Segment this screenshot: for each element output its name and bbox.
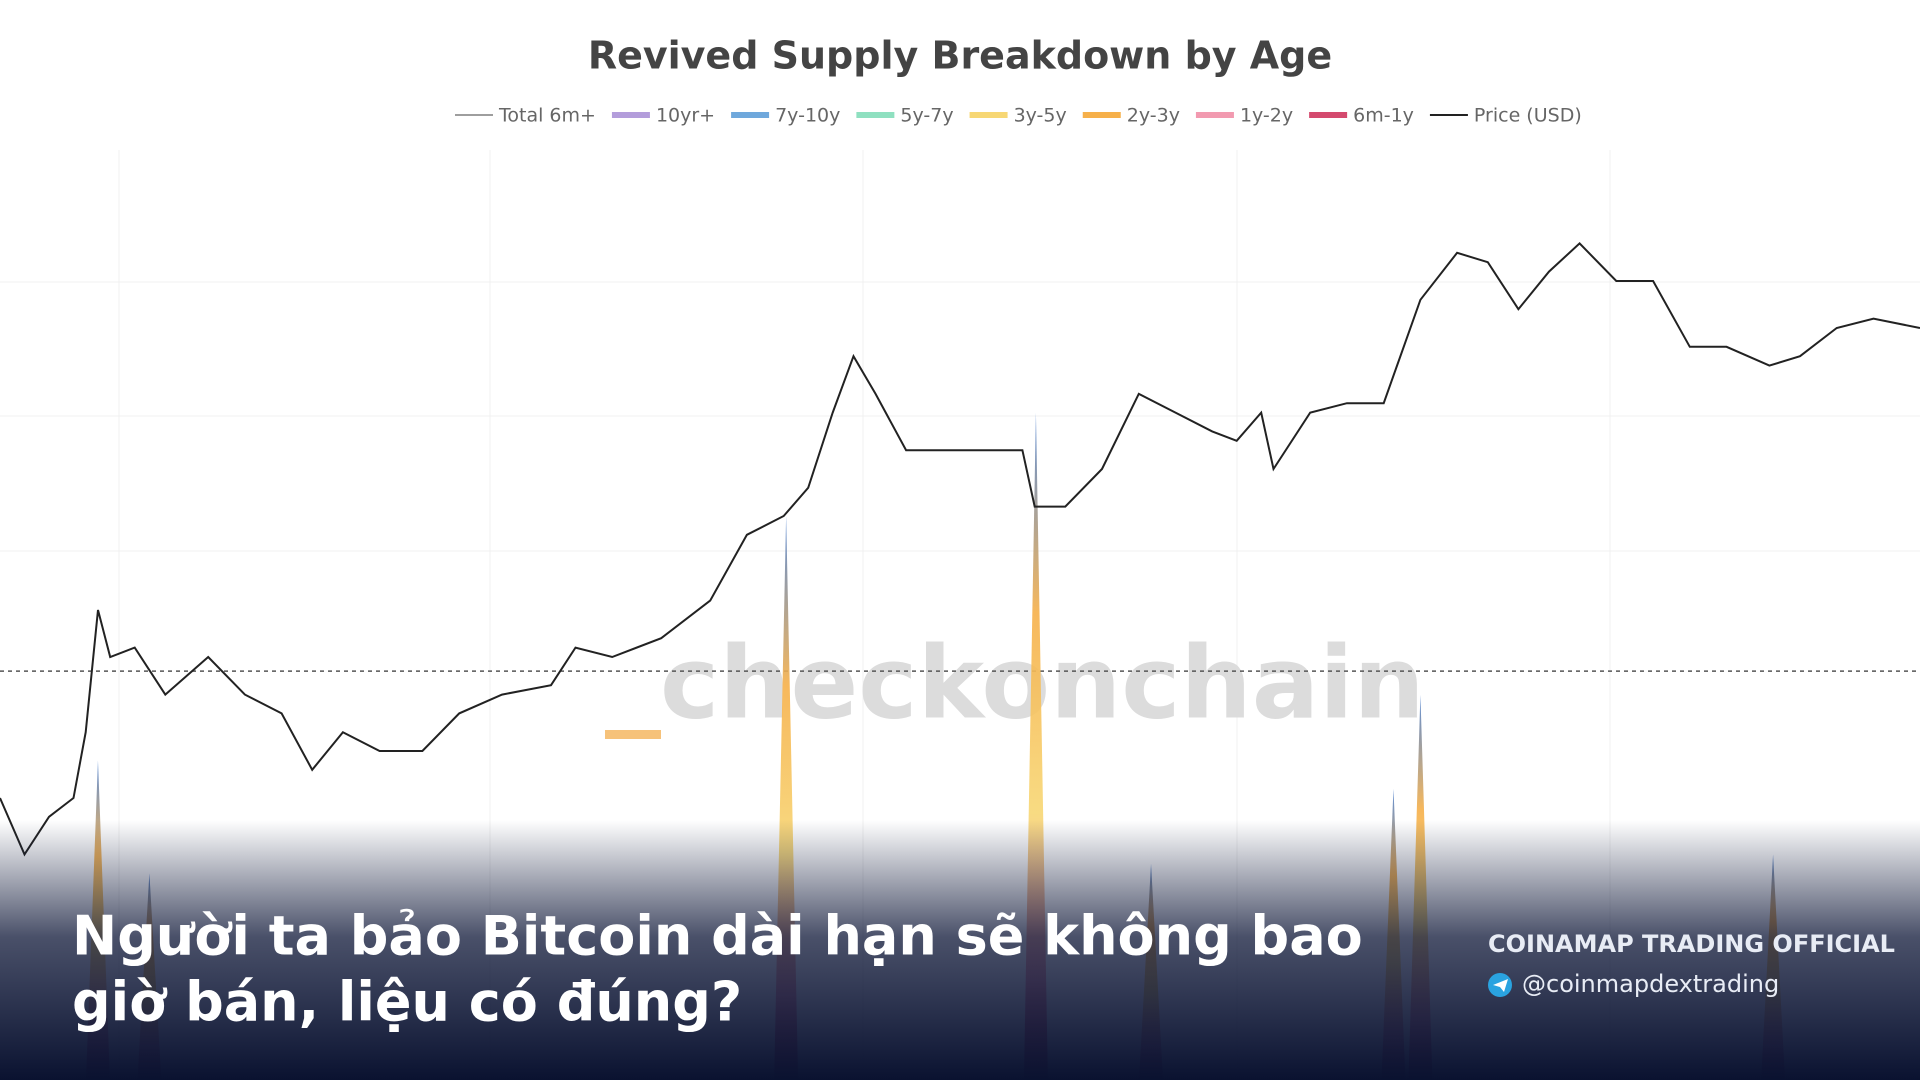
watermark: checkonchain <box>605 624 1425 741</box>
watermark-text: checkonchain <box>660 624 1425 741</box>
legend: Total 6m+ 10yr+ 7y-10y 5y-7y 3y-5y 2y-3y 1y-2y… <box>455 105 1582 127</box>
brand: COINAMAP TRADING OFFICIAL <box>1488 930 1895 958</box>
watermark-bar <box>605 730 661 739</box>
grid <box>0 150 1920 1080</box>
headline: Người ta bảo Bitcoin dài hạn sẽ không ba… <box>72 905 1363 968</box>
legend-label: Price (USD) <box>1474 105 1582 127</box>
legend-label: 2y-3y <box>1127 105 1180 127</box>
legend-label: 5y-7y <box>900 105 953 127</box>
legend-label: 3y-5y <box>1014 105 1067 127</box>
headline: giờ bán, liệu có đúng? <box>72 971 742 1034</box>
legend-label: 6m-1y <box>1353 105 1414 127</box>
legend-label: Total 6m+ <box>498 105 596 127</box>
legend-label: 7y-10y <box>775 105 840 127</box>
telegram-icon-plane <box>1493 979 1508 992</box>
legend-label: 1y-2y <box>1240 105 1293 127</box>
chart-title: Revived Supply Breakdown by Age <box>588 34 1332 78</box>
legend-label: 10yr+ <box>656 105 715 127</box>
bottom-fade <box>0 820 1920 1080</box>
handle: @coinmapdextrading <box>1522 970 1779 998</box>
price-line <box>0 242 1920 857</box>
